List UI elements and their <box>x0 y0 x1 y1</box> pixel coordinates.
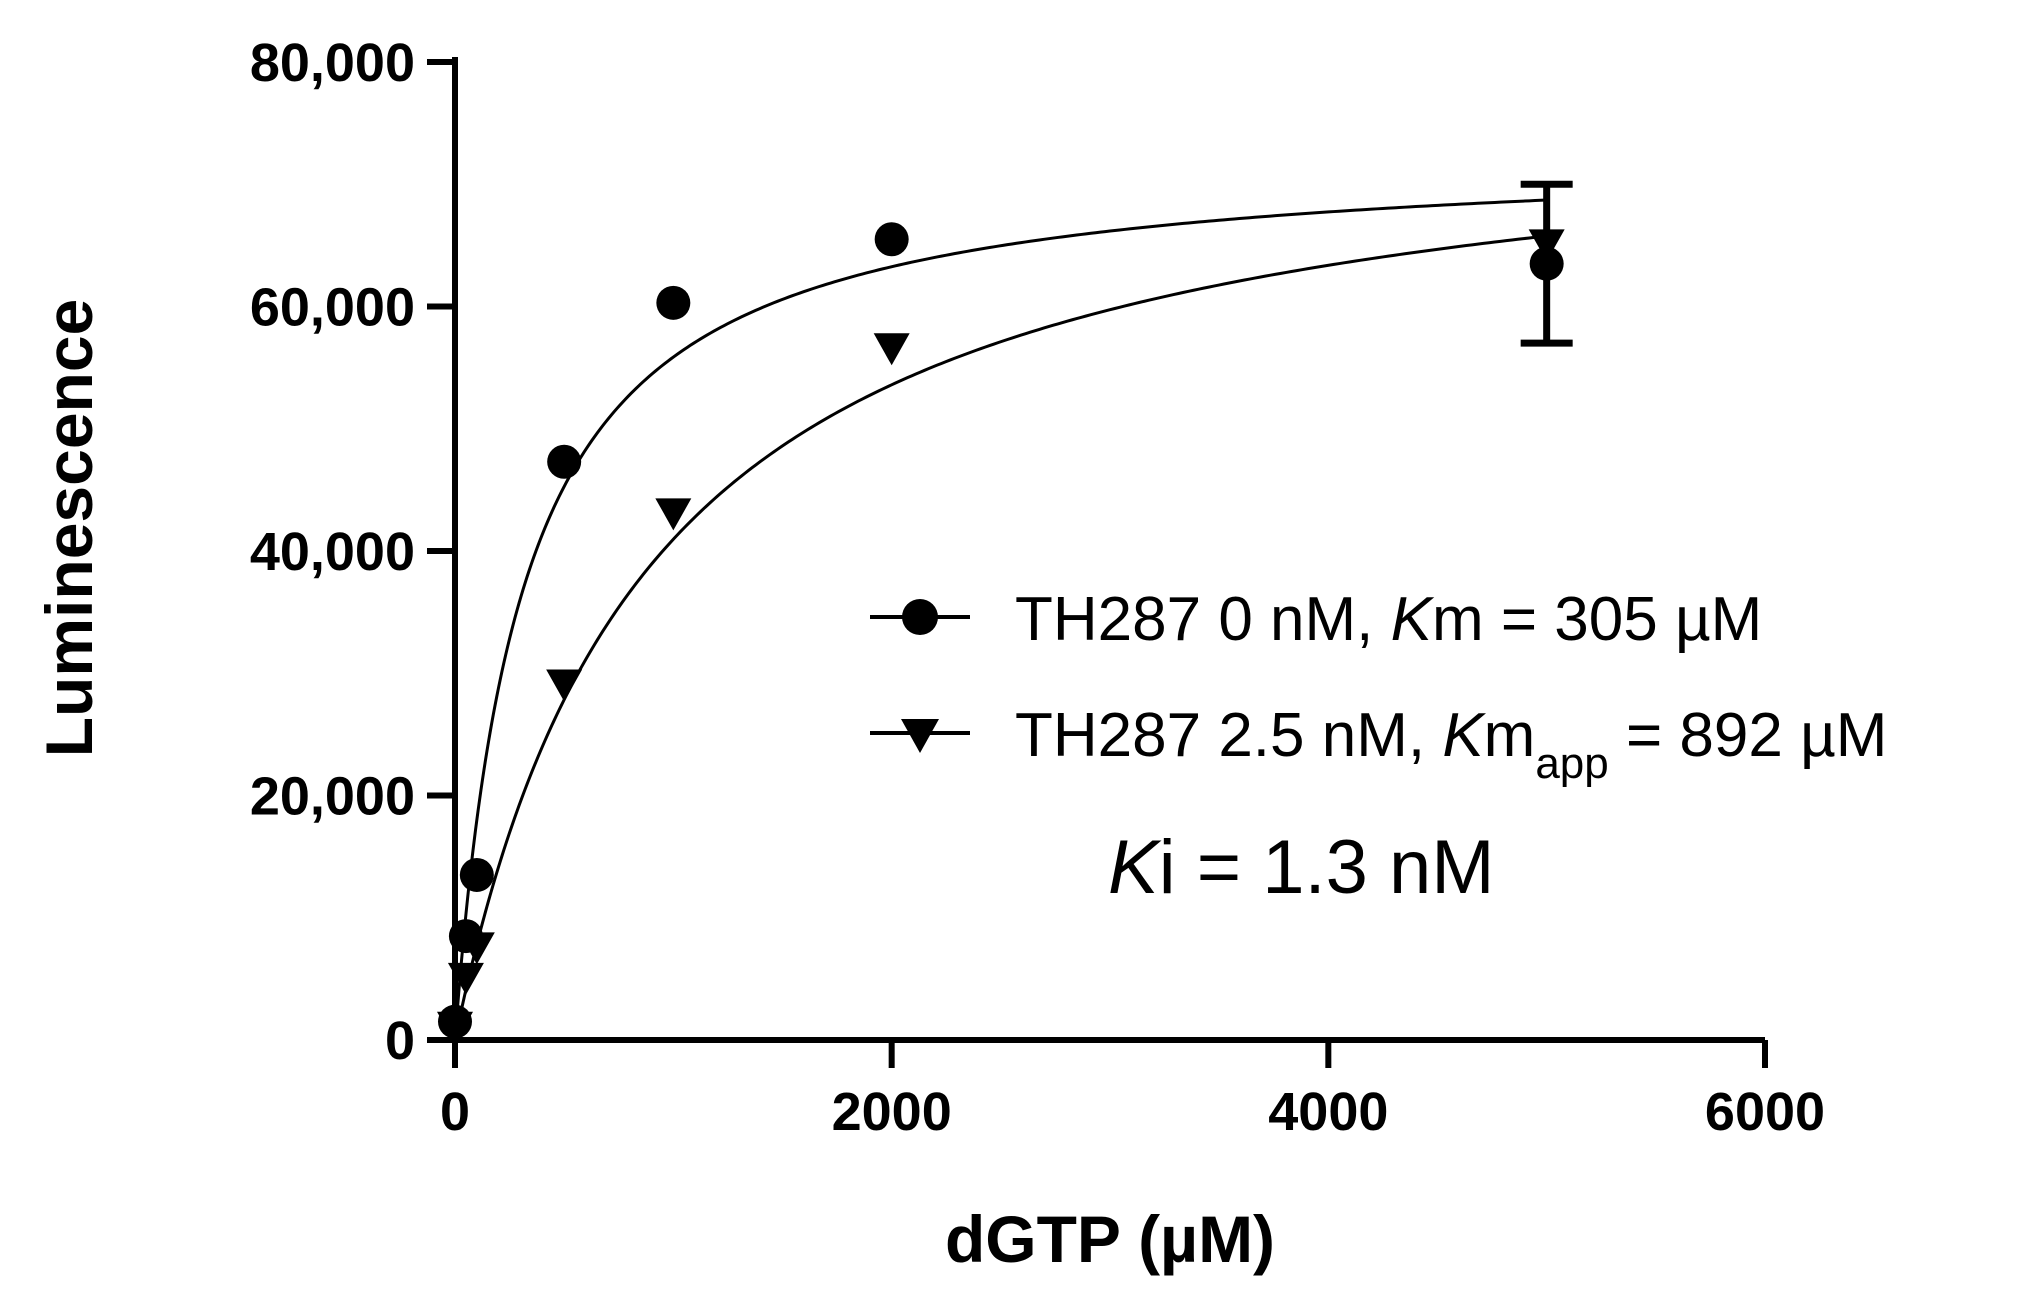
legend-label-1: TH287 2.5 nM, Kmapp = 892 µM <box>1015 701 1887 788</box>
ki-annotation: Ki = 1.3 nM <box>1108 825 1495 910</box>
x-tick-label: 0 <box>440 1082 470 1142</box>
y-ticks: 0 20,000 40,000 60,000 80,000 <box>250 33 455 1071</box>
point-triangle <box>546 669 583 702</box>
point-triangle <box>437 1011 473 1044</box>
x-tick-label: 6000 <box>1705 1082 1825 1142</box>
legend-label-0: TH287 0 nM, Km = 305 µM <box>1015 585 1762 654</box>
legend: TH287 0 nM, Km = 305 µM TH287 2.5 nM, Km… <box>870 585 1887 788</box>
point-triangle <box>1528 229 1565 262</box>
point-triangle <box>447 962 484 995</box>
data-points <box>437 222 1565 1044</box>
point-triangle <box>458 932 495 965</box>
x-tick-label: 4000 <box>1268 1082 1388 1142</box>
point-circle <box>459 857 494 892</box>
legend-item-0: TH287 0 nM, Km = 305 µM <box>870 585 1762 654</box>
x-ticks: 0 2000 4000 6000 <box>440 1040 1825 1142</box>
x-axis-title: dGTP (µM) <box>945 1202 1275 1276</box>
x-tick-label: 2000 <box>832 1082 952 1142</box>
point-circle <box>1529 246 1564 281</box>
y-axis-title: Luminescence <box>32 299 106 758</box>
legend-item-1: TH287 2.5 nM, Kmapp = 892 µM <box>870 701 1887 788</box>
fit-curve-1 <box>453 234 1547 1041</box>
point-circle <box>656 285 691 320</box>
fit-curve-0 <box>453 198 1547 1041</box>
legend-marker-triangle <box>901 719 939 753</box>
y-tick-label: 80,000 <box>250 33 415 93</box>
fit-curves <box>453 198 1547 1041</box>
y-tick-label: 40,000 <box>250 522 415 582</box>
point-circle <box>547 444 582 479</box>
point-triangle <box>873 333 910 366</box>
y-tick-label: 60,000 <box>250 278 415 338</box>
y-tick-label: 0 <box>385 1011 415 1071</box>
point-triangle <box>655 498 692 531</box>
legend-marker-circle <box>902 599 938 635</box>
y-tick-label: 20,000 <box>250 767 415 827</box>
point-circle <box>874 222 909 257</box>
